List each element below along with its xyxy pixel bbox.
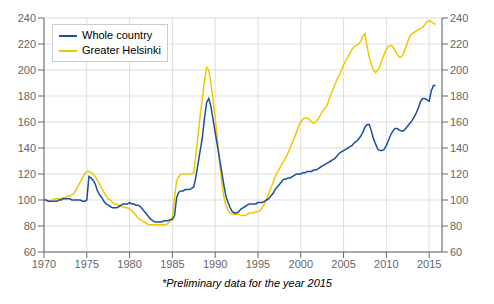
svg-text:1975: 1975	[75, 258, 99, 270]
html-text:Greater Helsinki: Greater Helsinki	[82, 44, 161, 56]
svg-text:2005: 2005	[331, 258, 355, 270]
svg-text:2015: 2015	[417, 258, 441, 270]
svg-text:220: 220	[18, 38, 36, 50]
svg-text:1995: 1995	[246, 258, 270, 270]
html-text:*Preliminary data for the year: *Preliminary data for the year 2015	[162, 277, 332, 289]
svg-text:140: 140	[18, 142, 36, 154]
svg-text:240: 240	[450, 12, 468, 24]
svg-text:1990: 1990	[203, 258, 227, 270]
svg-text:80: 80	[450, 220, 462, 232]
svg-text:120: 120	[450, 168, 468, 180]
svg-text:2010: 2010	[374, 258, 398, 270]
svg-text:140: 140	[450, 142, 468, 154]
svg-text:240: 240	[18, 12, 36, 24]
svg-text:100: 100	[18, 194, 36, 206]
svg-text:160: 160	[450, 116, 468, 128]
svg-text:180: 180	[450, 90, 468, 102]
svg-text:200: 200	[18, 64, 36, 76]
svg-text:120: 120	[18, 168, 36, 180]
svg-text:220: 220	[450, 38, 468, 50]
svg-text:180: 180	[18, 90, 36, 102]
svg-text:60: 60	[450, 246, 462, 258]
svg-text:1970: 1970	[32, 258, 56, 270]
svg-text:2000: 2000	[289, 258, 313, 270]
svg-text:160: 160	[18, 116, 36, 128]
svg-text:200: 200	[450, 64, 468, 76]
svg-text:1980: 1980	[117, 258, 141, 270]
svg-text:100: 100	[450, 194, 468, 206]
html-text:Whole country: Whole country	[82, 29, 153, 41]
svg-text:60: 60	[24, 246, 36, 258]
svg-text:80: 80	[24, 220, 36, 232]
svg-text:1985: 1985	[160, 258, 184, 270]
